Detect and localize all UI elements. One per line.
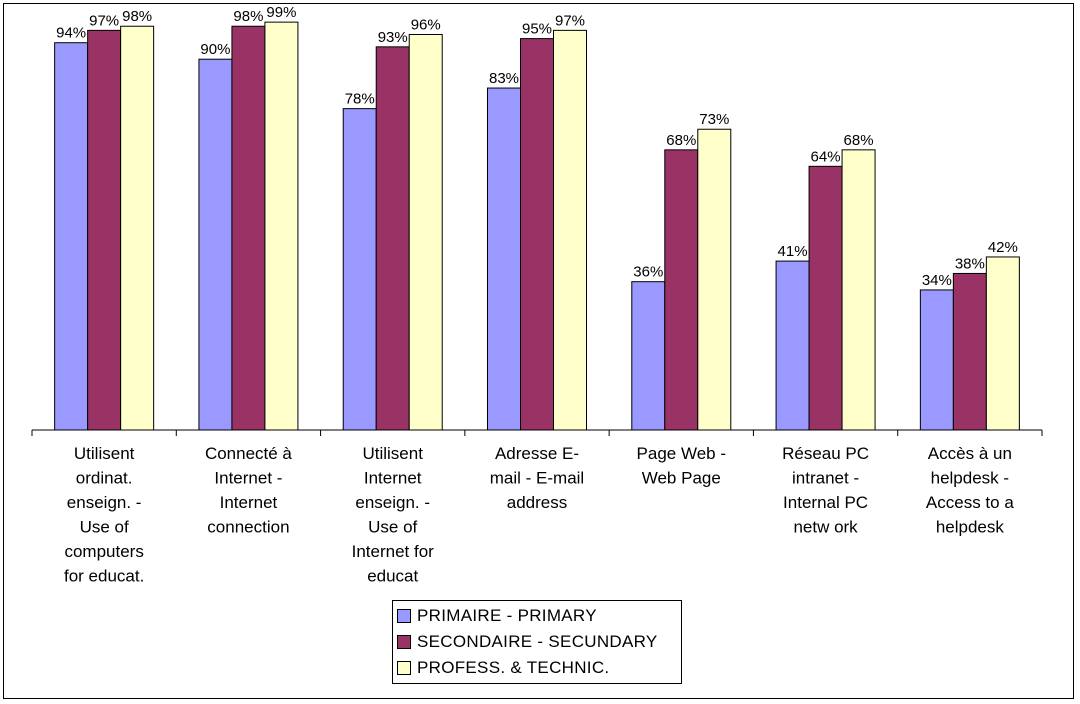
bar-primary [631, 281, 666, 431]
category-label-line: helpdesk - [931, 469, 1009, 488]
data-label-professional: 73% [699, 111, 729, 128]
data-label-primary: 36% [633, 264, 663, 281]
data-label-primary: 41% [778, 243, 808, 260]
category-label-line: Accès à un [928, 444, 1012, 463]
category-label-line: intranet - [792, 469, 859, 488]
legend-label-primary: PRIMAIRE - PRIMARY [417, 606, 597, 625]
category-label-line: ordinat. [76, 469, 133, 488]
bar-primary [775, 260, 810, 431]
data-label-professional: 42% [988, 239, 1018, 256]
category-label: Réseau PC intranet - Internal PC netw ork [782, 444, 869, 537]
bar-primary [198, 58, 233, 431]
bar-secondary [952, 272, 987, 431]
category-label-line: Internet [220, 493, 278, 512]
data-label-secondary: 97% [89, 12, 119, 29]
data-label-professional: 96% [411, 16, 441, 33]
bar-secondary [520, 38, 554, 431]
legend-swatch-professional [397, 661, 411, 675]
bar-professional [408, 33, 443, 431]
category-label-line: connection [207, 518, 289, 537]
category-labels-layer: Utilisent ordinat. enseign. - Use of compute… [64, 444, 1014, 586]
bar-primary [54, 42, 89, 431]
bar-professional [264, 21, 299, 431]
legend: PRIMAIRE - PRIMARY SECONDAIRE - SECUNDAR… [392, 600, 682, 684]
category-label-line: Internal PC [783, 493, 868, 512]
data-label-primary: 83% [489, 70, 519, 87]
category-label-line: Connecté à [205, 444, 292, 463]
category-label-line: Internet for [352, 542, 435, 561]
category-label: Accès à un helpdesk - Access to a helpdesk [926, 444, 1014, 537]
category-label-line: Adresse E- [495, 444, 579, 463]
category-label: Connecté à Internet - Internet connection [205, 444, 292, 537]
bar-secondary [375, 46, 410, 431]
legend-label-professional: PROFESS. & TECHNIC. [417, 658, 610, 677]
bar-professional [841, 149, 876, 431]
category-label-line: Access to a [926, 493, 1014, 512]
bar-professional [553, 29, 587, 431]
bar-primary [919, 289, 954, 431]
value-labels-layer: 94%97% 98%90%98% 99%78%93%96%83%95% 97%36%6… [56, 4, 1018, 289]
category-label-line: Internet - [214, 469, 282, 488]
data-label-secondary: 68% [666, 132, 696, 149]
data-label-secondary: 98% [233, 8, 263, 25]
bars-layer [54, 21, 1020, 431]
category-label-line: Use of [80, 518, 129, 537]
data-label-professional: 97% [555, 12, 585, 29]
data-label-professional: 68% [844, 132, 874, 149]
bar-primary [487, 87, 521, 431]
legend-swatch-secondary [397, 635, 411, 649]
category-label-line: Utilisent [74, 444, 135, 463]
category-label-line: helpdesk [936, 518, 1005, 537]
data-label-secondary: 93% [378, 29, 408, 46]
category-label: Page Web - Web Page [637, 444, 726, 488]
data-label-secondary: 95% [522, 21, 552, 38]
data-label-primary: 94% [56, 25, 86, 42]
category-label-line: educat [367, 567, 418, 586]
category-label-line: computers [64, 542, 143, 561]
bar-secondary [808, 165, 843, 431]
data-label-secondary: 64% [811, 148, 841, 165]
bar-primary [342, 108, 377, 431]
data-label-professional: 99% [266, 4, 296, 21]
category-label-line: Internet [364, 469, 422, 488]
category-label-line: Réseau PC [782, 444, 869, 463]
legend-item-professional: PROFESS. & TECHNIC. [393, 655, 681, 681]
category-label-line: Utilisent [362, 444, 423, 463]
category-label-line: enseign. - [355, 493, 430, 512]
category-label-line: address [507, 493, 567, 512]
bar-secondary [664, 149, 699, 431]
category-label-line: netw ork [793, 518, 858, 537]
category-label-line: Web Page [642, 469, 721, 488]
category-label-line: enseign. - [67, 493, 142, 512]
legend-label-secondary: SECONDAIRE - SECUNDARY [417, 632, 658, 651]
legend-swatch-primary [397, 609, 411, 623]
bar-secondary [231, 25, 266, 431]
legend-item-primary: PRIMAIRE - PRIMARY [393, 603, 681, 629]
data-label-professional: 98% [122, 8, 152, 25]
category-label-line: Use of [368, 518, 417, 537]
category-label-line: Page Web - [637, 444, 726, 463]
data-label-primary: 78% [345, 91, 375, 108]
category-label: Utilisent Internet enseign. - Use of Interne… [352, 444, 435, 586]
x-axis-ticks [31, 430, 1043, 436]
category-label: Utilisent ordinat. enseign. - Use of compute… [64, 444, 144, 586]
category-label: Adresse E-mail - E-mail address [490, 444, 584, 512]
bar-professional [697, 128, 732, 431]
category-label-line: mail - E-mail [490, 469, 584, 488]
bar-professional [120, 25, 155, 431]
data-label-primary: 90% [200, 41, 230, 58]
data-label-primary: 34% [922, 272, 952, 289]
legend-item-secondary: SECONDAIRE - SECUNDARY [393, 629, 681, 655]
bar-professional [985, 256, 1020, 431]
bar-secondary [87, 29, 122, 431]
category-label-line: for educat. [64, 567, 144, 586]
data-label-secondary: 38% [955, 255, 985, 272]
